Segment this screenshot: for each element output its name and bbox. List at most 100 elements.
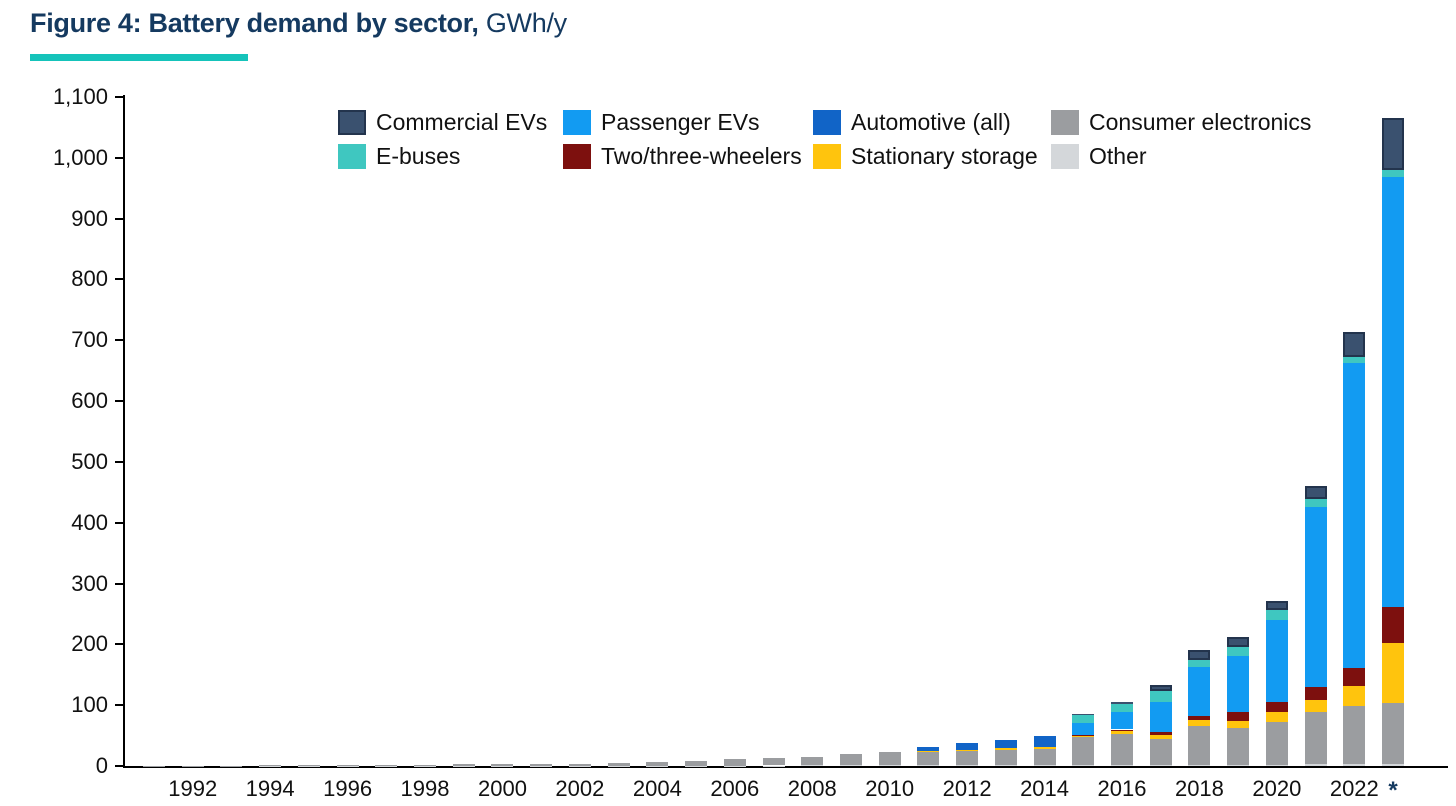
x-tick-label-2012: 2012 (942, 776, 992, 801)
bar-segment-e-buses-2021 (1304, 499, 1327, 507)
title-underline (30, 54, 248, 61)
bar-segment-automotive-all--2011 (917, 746, 940, 752)
legend-label: Two/three-wheelers (601, 142, 802, 169)
bar-segment-two-three-wheelers-2023 (1382, 606, 1405, 643)
legend-label: Other (1089, 142, 1147, 169)
bar-segment-e-buses-2016 (1111, 703, 1133, 713)
legend-item-automotive-all-: Automotive (all) (813, 108, 1011, 136)
bar-segment-stationary-storage-2014 (1033, 746, 1056, 749)
bar-segment-consumer-electronics-1997 (375, 764, 398, 766)
bar-segment-consumer-electronics-2010 (878, 752, 901, 766)
bar-segment-stationary-storage-2023 (1382, 642, 1405, 704)
bar-segment-consumer-electronics-2019 (1227, 727, 1250, 765)
legend-item-other: Other (1051, 142, 1147, 170)
bar-segment-consumer-electronics-2001 (530, 763, 553, 766)
y-tick-label: 0 (95, 753, 108, 778)
y-tick-label: 100 (71, 692, 108, 718)
bar-segment-consumer-electronics-1996 (336, 765, 359, 766)
y-tick-label: 800 (71, 266, 108, 292)
legend-label: Passenger EVs (601, 108, 760, 135)
bar-segment-consumer-electronics-2022 (1343, 706, 1366, 765)
bar-segment-e-buses-2018 (1188, 660, 1211, 668)
x-tick-label-2016: 2016 (1097, 776, 1147, 801)
bar-segment-consumer-electronics-1999 (452, 764, 475, 766)
bar-segment-e-buses-2022 (1343, 356, 1366, 364)
x-tick-label-2006: 2006 (710, 776, 760, 801)
y-tick-label: 300 (71, 570, 108, 596)
y-tick-mark (115, 704, 123, 707)
bar-segment-two-three-wheelers-2016 (1111, 729, 1133, 732)
bar-segment-other-2009 (839, 765, 862, 766)
y-tick-label: 200 (71, 631, 108, 657)
legend-swatch-e-buses (338, 143, 366, 169)
bar-segment-two-three-wheelers-2017 (1149, 731, 1172, 736)
x-tick-label-2008: 2008 (787, 776, 837, 801)
bar-segment-two-three-wheelers-2019 (1227, 712, 1250, 721)
bar-segment-other-2017 (1149, 764, 1172, 766)
bar-segment-two-three-wheelers-2018 (1188, 715, 1211, 721)
legend-item-consumer-electronics: Consumer electronics (1051, 108, 1311, 136)
y-tick-label: 1,100 (52, 84, 108, 109)
x-tick-label-1994: 1994 (245, 776, 295, 801)
bar-segment-consumer-electronics-2014 (1033, 748, 1056, 766)
bar-segment-consumer-electronics-2006 (723, 759, 746, 766)
bar-segment-stationary-storage-2015 (1072, 735, 1095, 738)
bar-segment-other-2022 (1343, 764, 1366, 766)
bar-segment-other-2013 (994, 765, 1017, 766)
bar-segment-stationary-storage-2011 (917, 751, 940, 752)
legend-swatch-passenger-evs (563, 109, 591, 135)
legend-label: Automotive (all) (851, 108, 1011, 135)
x-tick-label-2002: 2002 (555, 776, 605, 801)
bar-segment-other-2008 (801, 765, 824, 766)
bar-segment-consumer-electronics-2015 (1072, 737, 1095, 765)
legend-label: E-buses (376, 142, 461, 169)
bar-segment-other-2014 (1033, 765, 1056, 766)
y-tick-label: 600 (71, 388, 108, 414)
bar-segment-consumer-electronics-2020 (1265, 722, 1288, 765)
x-tick-label-2010: 2010 (865, 776, 915, 801)
bar-segment-other-2010 (878, 765, 901, 766)
bar-segment-consumer-electronics-2012 (956, 750, 979, 766)
bar-segment-consumer-electronics-1998 (414, 764, 437, 766)
x-tick-label-2000: 2000 (477, 776, 527, 801)
bar-segment-consumer-electronics-2013 (994, 749, 1017, 766)
bar-segment-e-buses-2017 (1149, 690, 1172, 703)
bar-segment-two-three-wheelers-2022 (1343, 668, 1366, 687)
bar-segment-consumer-electronics-2008 (801, 756, 824, 766)
y-tick-mark (115, 765, 123, 767)
legend-item-commercial-evs: Commercial EVs (338, 108, 547, 136)
bar-segment-consumer-electronics-2007 (762, 758, 785, 766)
bar-segment-consumer-electronics-2004 (646, 762, 669, 766)
bar-segment-consumer-electronics-2000 (491, 764, 514, 766)
x-tick-label-2022: 2022 (1329, 776, 1379, 801)
bar-segment-stationary-storage-2021 (1304, 700, 1327, 713)
bar-segment-consumer-electronics-2011 (917, 751, 940, 766)
bar-segment-consumer-electronics-2005 (685, 760, 708, 766)
legend-item-passenger-evs: Passenger EVs (563, 108, 760, 136)
legend-swatch-two-three-wheelers (563, 143, 591, 169)
bar-segment-passenger-evs-2017 (1149, 702, 1172, 732)
bar-segment-commercial-evs-2022 (1343, 331, 1366, 357)
bar-segment-consumer-electronics-2003 (607, 762, 630, 766)
legend-label: Commercial EVs (376, 108, 548, 135)
bar-segment-commercial-evs-2020 (1265, 600, 1288, 611)
bar-segment-automotive-all--2014 (1033, 735, 1056, 747)
bar-segment-stationary-storage-2020 (1265, 712, 1288, 723)
bar-segment-other-2011 (917, 765, 940, 766)
legend-label: Stationary storage (851, 142, 1038, 169)
legend-item-stationary-storage: Stationary storage (813, 142, 1038, 170)
y-tick-label: 1,000 (52, 144, 108, 170)
bar-segment-other-2019 (1227, 764, 1250, 766)
bar-segment-consumer-electronics-2017 (1149, 738, 1172, 765)
bar-segment-consumer-electronics-2023 (1382, 703, 1405, 765)
legend-item-two-three-wheelers: Two/three-wheelers (563, 142, 802, 170)
y-tick-mark (115, 521, 123, 524)
y-axis-line (123, 95, 125, 768)
bar-segment-e-buses-2019 (1227, 646, 1250, 656)
y-tick-mark (115, 217, 123, 220)
bar-segment-e-buses-2015 (1072, 714, 1095, 724)
legend-swatch-stationary-storage (813, 143, 841, 169)
bar-segment-consumer-electronics-2002 (568, 763, 591, 766)
bar-segment-passenger-evs-2021 (1304, 506, 1327, 687)
